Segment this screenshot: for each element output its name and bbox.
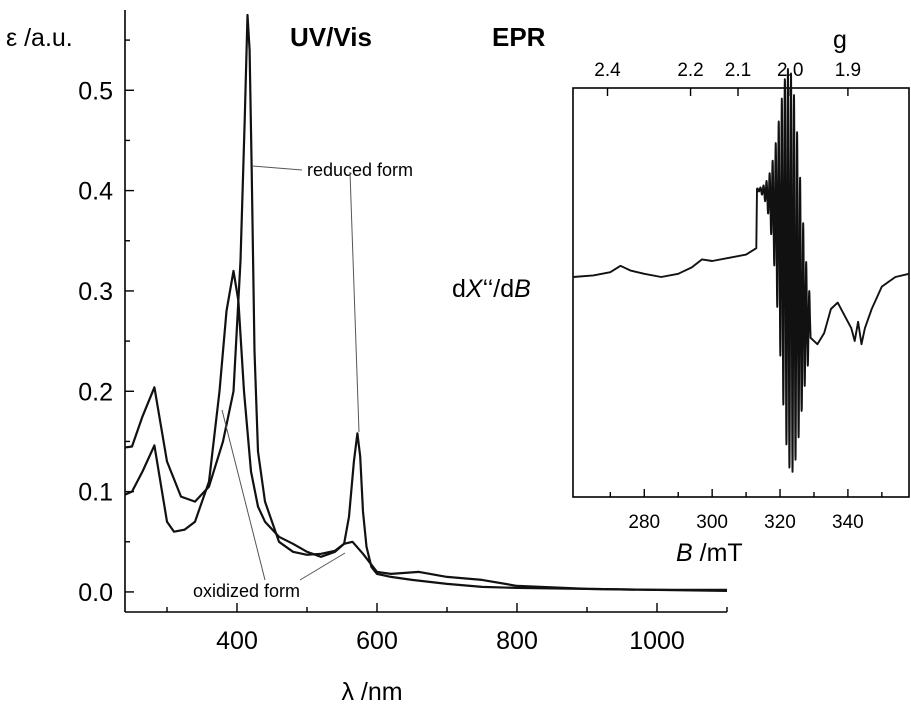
epr-x-tick-label: 340 xyxy=(832,512,864,533)
epr-inset: 280 300 320 340 2.4 2.2 2.1 2.0 1.9 xyxy=(572,60,910,533)
annotation-oxidized-form: oxidized form xyxy=(193,581,300,601)
epr-g-tick-label: 2.0 xyxy=(777,60,803,81)
uvvis-axes: 400 600 800 1000 0.0 0.1 0.2 0.3 0.4 0.5 xyxy=(78,10,728,655)
leader-reduced-band xyxy=(349,171,360,433)
uvvis-x-tick-label: 1000 xyxy=(629,627,685,655)
epr-g-tick-label: 2.4 xyxy=(594,60,621,81)
uvvis-y-tick-label: 0.2 xyxy=(78,378,113,406)
uvvis-y-tick-label: 0.5 xyxy=(78,77,113,105)
epr-g-tick-label: 1.9 xyxy=(835,60,861,81)
epr-g-tick-label: 2.2 xyxy=(677,60,703,81)
uvvis-y-tick-label: 0.0 xyxy=(78,579,113,607)
epr-g-tick-label: 2.1 xyxy=(725,60,751,81)
uvvis-x-label: λ /nm xyxy=(341,678,402,704)
uvvis-y-tick-label: 0.4 xyxy=(78,178,113,206)
uvvis-y-tick-label: 0.1 xyxy=(78,479,113,507)
leader-reduced-peak xyxy=(251,165,303,171)
epr-g-axis-label: g xyxy=(833,26,847,54)
annotation-reduced-form: reduced form xyxy=(307,160,413,180)
epr-frame xyxy=(572,87,910,498)
uvvis-x-tick-label: 600 xyxy=(356,627,398,655)
epr-x-tick-label: 320 xyxy=(764,512,796,533)
epr-spectrum xyxy=(572,68,910,473)
epr-x-tick-label: 300 xyxy=(696,512,728,533)
leader-oxidized-peak xyxy=(221,409,266,581)
leader-oxidized-band xyxy=(299,552,346,581)
uvvis-x-tick-label: 400 xyxy=(216,627,258,655)
series-oxidized-form xyxy=(124,269,727,591)
uvvis-y-label: ε /a.u. xyxy=(6,24,73,52)
epr-title: EPR xyxy=(492,22,546,52)
epr-x-label: B /mT xyxy=(676,539,743,567)
epr-x-tick-label: 280 xyxy=(628,512,660,533)
series-reduced-form xyxy=(124,13,728,592)
uvvis-y-tick-label: 0.3 xyxy=(78,278,113,306)
epr-y-label: dX‘‘/dB xyxy=(452,275,531,303)
uvvis-title: UV/Vis xyxy=(290,22,372,52)
uvvis-x-tick-label: 800 xyxy=(496,627,538,655)
